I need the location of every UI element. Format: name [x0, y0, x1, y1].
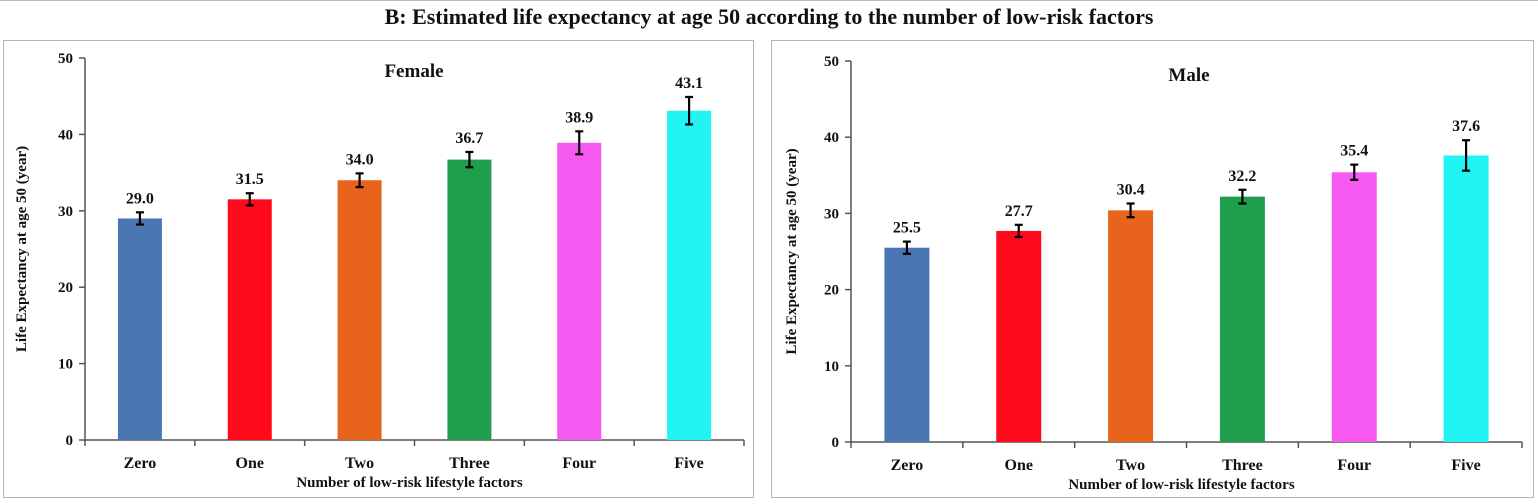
y-tick-label: 0 — [66, 433, 74, 449]
y-tick-label: 20 — [824, 283, 839, 299]
bar-five — [667, 110, 712, 440]
y-tick-label: 40 — [58, 127, 73, 143]
x-tick-label: Two — [345, 455, 374, 472]
bar-four — [1331, 172, 1377, 442]
bar-five — [1443, 155, 1489, 442]
y-tick-label: 50 — [58, 51, 73, 67]
bar-zero — [884, 247, 930, 442]
panel-title: Female — [384, 61, 443, 82]
male-chart-panel: 0 10 20 30 40 50 25.5 Zero 27.7 One 30.4 Two 32.2 Thr… — [771, 40, 1534, 498]
x-tick-label: One — [236, 455, 264, 472]
data-label: 32.2 — [1228, 168, 1256, 185]
panel-title: Male — [1168, 65, 1209, 86]
data-label: 38.9 — [565, 109, 593, 126]
x-tick-label: Three — [1222, 457, 1263, 474]
bar-four — [557, 142, 602, 440]
x-tick-label: Four — [562, 455, 596, 472]
data-label: 34.0 — [346, 151, 374, 168]
y-tick-label: 50 — [824, 54, 839, 70]
y-axis-title: Life Expectancy at age 50 (year) — [14, 146, 30, 352]
x-tick-label: Four — [1337, 457, 1371, 474]
bar-three — [447, 159, 492, 440]
data-label: 30.4 — [1117, 181, 1145, 198]
x-axis-title: Number of low-risk lifestyle factors — [296, 475, 523, 491]
x-tick-label: One — [1005, 457, 1033, 474]
x-tick-label: Two — [1116, 457, 1145, 474]
male-chart: 0 10 20 30 40 50 25.5 Zero 27.7 One 30.4 Two 32.2 Thr… — [784, 54, 1523, 493]
y-tick-label: 30 — [58, 204, 73, 220]
bar-two — [1108, 210, 1154, 442]
bar-one — [996, 230, 1042, 442]
data-label: 35.4 — [1340, 143, 1368, 160]
bar-two — [337, 180, 382, 441]
x-tick-label: Three — [449, 455, 490, 472]
x-axis-title: Number of low-risk lifestyle factors — [1068, 477, 1295, 493]
data-label: 36.7 — [455, 130, 483, 147]
x-tick-label: Zero — [124, 455, 157, 472]
x-tick-label: Zero — [891, 457, 924, 474]
y-tick-label: 10 — [58, 357, 73, 373]
data-label: 43.1 — [675, 75, 703, 92]
y-tick-label: 20 — [58, 280, 73, 296]
title-rule — [0, 0, 1538, 1]
y-axis-title: Life Expectancy at age 50 (year) — [784, 148, 800, 354]
y-tick-label: 40 — [824, 130, 839, 146]
data-label: 27.7 — [1005, 203, 1033, 220]
female-chart: 0 10 20 30 40 50 29.0 Zero 31.5 One 34.0 Two 36.7 Thr… — [14, 51, 745, 491]
y-tick-label: 30 — [824, 206, 839, 222]
bar-zero — [117, 218, 162, 440]
data-label: 37.6 — [1452, 118, 1480, 135]
bar-one — [227, 199, 272, 440]
female-chart-panel: 0 10 20 30 40 50 29.0 Zero 31.5 One 34.0 Two 36.7 Thr… — [3, 40, 754, 498]
data-label: 29.0 — [126, 190, 154, 207]
y-tick-label: 0 — [832, 435, 840, 451]
bar-three — [1219, 196, 1265, 442]
y-tick-label: 10 — [824, 359, 839, 375]
data-label: 31.5 — [236, 171, 264, 188]
figure-title: B: Estimated life expectancy at age 50 a… — [384, 4, 1154, 29]
x-tick-label: Five — [674, 455, 703, 472]
x-tick-label: Five — [1451, 457, 1480, 474]
data-label: 25.5 — [893, 220, 921, 237]
